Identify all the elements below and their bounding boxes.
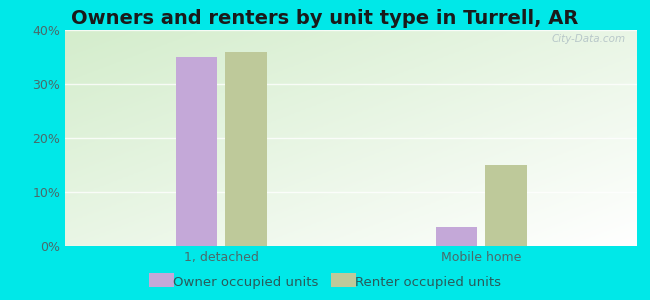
Legend: Owner occupied units, Renter occupied units: Owner occupied units, Renter occupied un… — [145, 272, 505, 293]
Bar — [225, 52, 266, 246]
Text: Owners and renters by unit type in Turrell, AR: Owners and renters by unit type in Turre… — [72, 9, 578, 28]
Bar — [485, 165, 526, 246]
Bar — [436, 227, 477, 246]
Bar — [176, 57, 217, 246]
Text: City-Data.com: City-Data.com — [551, 34, 625, 44]
